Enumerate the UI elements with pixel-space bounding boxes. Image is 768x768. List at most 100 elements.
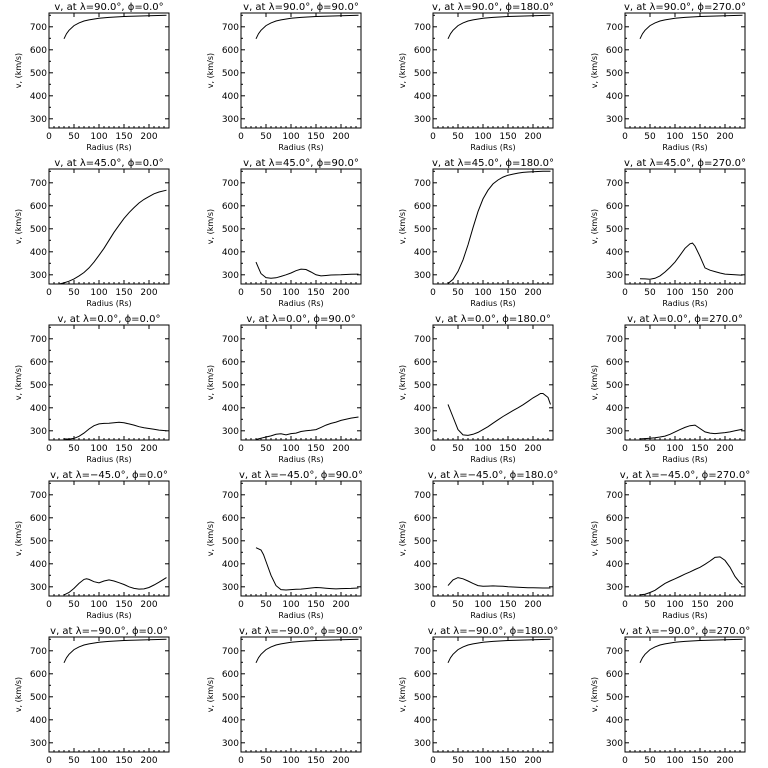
velocity-curve xyxy=(63,421,167,440)
y-tick-label: 400 xyxy=(414,560,431,570)
x-tick-label: 200 xyxy=(524,288,541,298)
x-tick-label: 0 xyxy=(46,444,52,454)
y-axis-label: v, (km/s) xyxy=(206,365,215,400)
y-tick-label: 700 xyxy=(414,179,431,189)
y-tick-label: 600 xyxy=(30,202,47,212)
y-tick-label: 600 xyxy=(606,670,623,680)
y-tick-label: 600 xyxy=(30,670,47,680)
y-tick-label: 500 xyxy=(606,225,623,235)
panel: v, at λ=90.0°, ϕ=0.0° 0 50 100 150 200 300 400 5… xyxy=(14,2,170,152)
panel-title: v, at λ=0.0°, ϕ=90.0° xyxy=(246,314,355,325)
y-tick-label: 700 xyxy=(30,335,47,345)
y-tick-label: 700 xyxy=(30,23,47,33)
y-tick-label: 400 xyxy=(222,248,239,258)
velocity-curve xyxy=(255,416,359,440)
y-tick-label: 300 xyxy=(414,583,431,593)
panel-title: v, at λ=0.0°, ϕ=180.0° xyxy=(435,314,551,325)
panel-title: v, at λ=−45.0°, ϕ=90.0° xyxy=(239,470,363,481)
x-tick-label: 150 xyxy=(691,444,708,454)
y-tick-label: 400 xyxy=(30,404,47,414)
y-tick-label: 500 xyxy=(222,225,239,235)
panel-title: v, at λ=90.0°, ϕ=270.0° xyxy=(624,2,746,13)
velocity-curve xyxy=(63,577,167,596)
x-tick-label: 150 xyxy=(691,756,708,766)
y-tick-label: 400 xyxy=(222,404,239,414)
y-tick-label: 300 xyxy=(606,427,623,437)
panel: v, at λ=−45.0°, ϕ=0.0° 0 50 100 150 200 300 400… xyxy=(14,470,170,620)
x-tick-label: 150 xyxy=(115,600,132,610)
x-tick-label: 0 xyxy=(46,132,52,142)
y-axis-label: v, (km/s) xyxy=(398,677,407,712)
y-tick-label: 400 xyxy=(222,716,239,726)
x-tick-label: 0 xyxy=(46,600,52,610)
y-tick-label: 300 xyxy=(30,115,47,125)
panel-title: v, at λ=−90.0°, ϕ=270.0° xyxy=(620,626,750,637)
x-tick-label: 0 xyxy=(46,756,52,766)
y-tick-label: 500 xyxy=(606,693,623,703)
velocity-curve xyxy=(447,14,551,40)
x-tick-label: 50 xyxy=(452,444,464,454)
y-axis-label: v, (km/s) xyxy=(14,677,23,712)
y-tick-label: 400 xyxy=(414,248,431,258)
y-tick-label: 400 xyxy=(222,92,239,102)
velocity-curve xyxy=(639,424,743,440)
x-tick-label: 100 xyxy=(474,288,491,298)
x-tick-label: 0 xyxy=(238,600,244,610)
x-tick-label: 200 xyxy=(140,756,157,766)
x-tick-label: 0 xyxy=(622,288,628,298)
x-tick-label: 200 xyxy=(524,132,541,142)
x-tick-label: 150 xyxy=(499,444,516,454)
y-tick-label: 500 xyxy=(30,225,47,235)
x-tick-label: 50 xyxy=(452,132,464,142)
y-tick-label: 700 xyxy=(606,179,623,189)
y-tick-label: 300 xyxy=(606,583,623,593)
y-tick-label: 700 xyxy=(222,491,239,501)
y-axis-label: v, (km/s) xyxy=(206,677,215,712)
x-tick-label: 150 xyxy=(115,444,132,454)
x-tick-label: 100 xyxy=(474,600,491,610)
y-tick-label: 400 xyxy=(414,404,431,414)
y-axis-label: v, (km/s) xyxy=(590,521,599,556)
plot-frame xyxy=(624,636,746,753)
x-tick-label: 200 xyxy=(716,756,733,766)
x-tick-label: 150 xyxy=(691,132,708,142)
y-tick-label: 300 xyxy=(414,739,431,749)
y-tick-label: 600 xyxy=(222,670,239,680)
plot-frame xyxy=(432,480,554,597)
panel-title: v, at λ=90.0°, ϕ=90.0° xyxy=(243,2,359,13)
y-tick-label: 700 xyxy=(30,491,47,501)
panel-title: v, at λ=45.0°, ϕ=90.0° xyxy=(243,158,359,169)
y-tick-label: 500 xyxy=(30,381,47,391)
y-tick-label: 700 xyxy=(606,23,623,33)
x-tick-label: 0 xyxy=(430,132,436,142)
x-tick-label: 100 xyxy=(282,132,299,142)
y-tick-label: 600 xyxy=(606,46,623,56)
plot-frame xyxy=(240,12,362,129)
panel-title: v, at λ=45.0°, ϕ=180.0° xyxy=(432,158,554,169)
velocity-curve xyxy=(255,14,359,40)
y-tick-label: 500 xyxy=(414,225,431,235)
velocity-curve xyxy=(639,638,743,664)
x-tick-label: 200 xyxy=(140,132,157,142)
x-axis-label: Radius (Rs) xyxy=(86,143,131,152)
panel-title: v, at λ=−45.0°, ϕ=0.0° xyxy=(50,470,168,481)
panel: v, at λ=45.0°, ϕ=180.0° 0 50 100 150 200 300 40… xyxy=(398,158,554,308)
y-axis-label: v, (km/s) xyxy=(14,209,23,244)
y-tick-label: 400 xyxy=(30,248,47,258)
y-tick-label: 500 xyxy=(222,69,239,79)
y-tick-label: 700 xyxy=(414,647,431,657)
panel: v, at λ=90.0°, ϕ=90.0° 0 50 100 150 200 300 400… xyxy=(206,2,362,152)
y-tick-label: 700 xyxy=(606,491,623,501)
panel-title: v, at λ=90.0°, ϕ=0.0° xyxy=(54,2,163,13)
x-tick-label: 100 xyxy=(474,444,491,454)
y-tick-label: 600 xyxy=(414,202,431,212)
x-tick-label: 200 xyxy=(332,444,349,454)
x-tick-label: 50 xyxy=(644,600,656,610)
velocity-curve xyxy=(63,14,167,40)
y-tick-label: 300 xyxy=(30,271,47,281)
velocity-curve xyxy=(255,261,359,279)
x-tick-label: 200 xyxy=(716,444,733,454)
y-tick-label: 400 xyxy=(30,716,47,726)
y-tick-label: 300 xyxy=(222,583,239,593)
